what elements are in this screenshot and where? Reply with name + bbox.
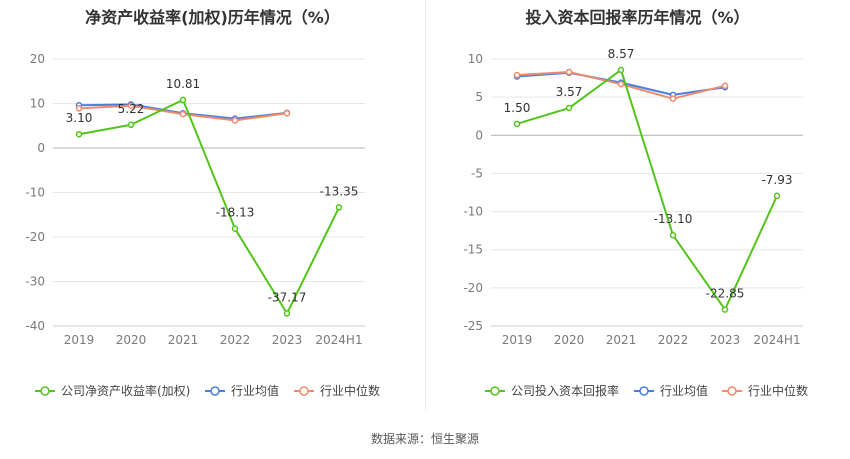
y-tick-label: -10	[25, 186, 45, 200]
series-line-company	[78, 98, 340, 315]
x-tick-label: 2022	[658, 333, 689, 347]
data-label: -7.93	[761, 173, 792, 187]
data-point	[231, 117, 239, 124]
y-tick-label: -25	[463, 319, 483, 333]
data-label: -13.10	[654, 212, 693, 226]
chart-title: 净资产收益率(加权)历年情况（%）	[85, 8, 340, 27]
chart-title: 投入资本回报率历年情况（%）	[525, 8, 750, 27]
legend-swatch-marker	[40, 386, 50, 396]
roe-chart: 20 10 0 -10 -20 -30 -40 2019 2020 2021 2022 2023 202…	[25, 52, 380, 398]
y-tick-label: 5	[475, 90, 483, 104]
data-point	[75, 130, 83, 138]
x-tick-label: 2022	[220, 333, 251, 347]
data-point	[565, 104, 573, 112]
data-point	[513, 120, 521, 128]
data-point	[75, 105, 83, 112]
legend-label: 行业中位数	[320, 383, 380, 398]
data-point	[721, 82, 729, 89]
x-tick-label: 2019	[64, 333, 95, 347]
data-point	[231, 225, 239, 232]
data-label: 3.57	[556, 85, 583, 99]
y-tick-label: -30	[25, 275, 45, 289]
data-label: 5.22	[118, 102, 145, 116]
data-point	[127, 102, 135, 109]
legend-label: 公司净资产收益率(加权)	[61, 383, 190, 398]
y-tick-label: -20	[25, 230, 45, 244]
x-tick-label: 2020	[116, 333, 147, 347]
legend-swatch-marker	[299, 386, 309, 396]
x-tick-label: 2023	[710, 333, 741, 347]
y-tick-label: 0	[475, 128, 483, 142]
data-point	[127, 121, 135, 129]
y-tick-label: 10	[30, 97, 45, 111]
legend-label: 公司投入资本回报率	[511, 383, 619, 398]
x-tick-label: 2023	[272, 333, 303, 347]
data-point	[283, 310, 291, 317]
legend-label: 行业均值	[231, 383, 279, 398]
legend-label: 行业中位数	[748, 383, 808, 398]
data-point	[617, 66, 625, 74]
data-point	[721, 306, 729, 313]
data-point	[179, 96, 187, 104]
data-label: 8.57	[608, 47, 635, 61]
data-point	[617, 80, 625, 88]
x-tick-label: 2024H1	[753, 333, 800, 347]
legend-swatch-marker	[639, 386, 649, 396]
legend-swatch-marker	[727, 386, 737, 396]
y-tick-label: -40	[25, 319, 45, 333]
y-tick-label: -5	[471, 166, 483, 180]
data-point	[513, 71, 521, 79]
panel-divider	[425, 0, 426, 410]
legend-label: 行业均值	[660, 383, 708, 398]
y-tick-label: -15	[463, 243, 483, 257]
data-label: 1.50	[504, 101, 531, 115]
data-point	[565, 68, 573, 76]
data-point	[773, 192, 781, 200]
legend-swatch-marker	[490, 386, 500, 396]
y-tick-label: 0	[37, 141, 45, 155]
data-point	[669, 231, 677, 239]
x-tick-label: 2019	[502, 333, 533, 347]
data-label: -18.13	[216, 206, 255, 220]
data-label: -13.35	[320, 184, 359, 198]
roic-chart-panel: 投入资本回报率历年情况（%） 10 5 0 -5 -10 -15 -20 -25 2019 202…	[425, 0, 850, 459]
y-tick-label: -20	[463, 281, 483, 295]
y-tick-label: 10	[468, 52, 483, 66]
data-label: -22.85	[706, 287, 745, 301]
series-line-company	[516, 68, 778, 311]
x-tick-label: 2024H1	[315, 333, 362, 347]
source-note: 数据来源：恒生聚源	[370, 432, 479, 446]
x-tick-label: 2021	[168, 333, 199, 347]
data-label: -37.17	[268, 290, 307, 304]
data-label: 10.81	[166, 77, 200, 91]
y-tick-label: -10	[463, 205, 483, 219]
x-tick-label: 2020	[554, 333, 585, 347]
legend-swatch-marker	[210, 386, 220, 396]
y-tick-label: 20	[30, 52, 45, 66]
x-tick-label: 2021	[606, 333, 637, 347]
data-label: 3.10	[66, 111, 93, 125]
data-point	[669, 95, 677, 102]
data-point	[179, 110, 187, 118]
data-point	[283, 110, 291, 117]
roe-chart-panel: 净资产收益率(加权)历年情况（%） 20 10 0 -10 -20 -30 -40 2019 2…	[25, 8, 380, 398]
roic-chart: 10 5 0 -5 -10 -15 -20 -25 2019 2020 2021 2022 2023 20…	[463, 47, 808, 398]
data-point	[335, 204, 343, 211]
